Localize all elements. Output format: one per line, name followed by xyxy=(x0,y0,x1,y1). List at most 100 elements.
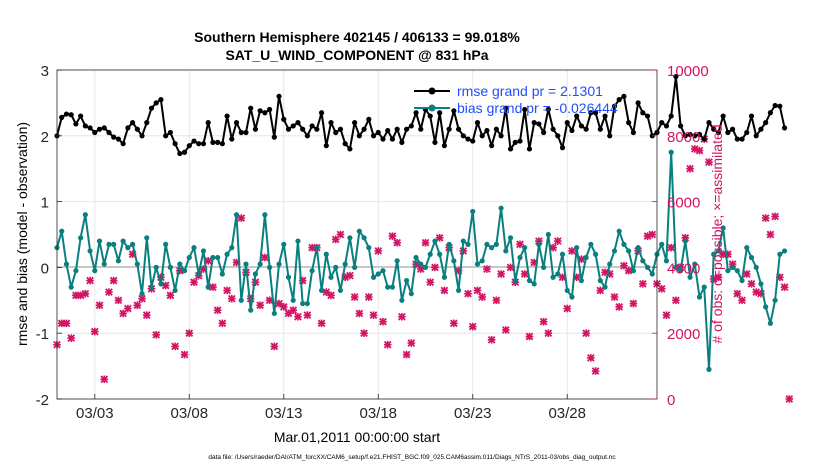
bias-point xyxy=(82,212,88,218)
chart-title: Southern Hemisphere 402145 / 406133 = 99… xyxy=(194,29,520,45)
legend: rmse grand pr = 2.1301 bias grand pr = -… xyxy=(414,83,618,116)
bias-point xyxy=(611,248,618,254)
rmse-point xyxy=(323,143,329,149)
assimilated-point xyxy=(256,301,264,310)
rmse-point xyxy=(290,123,296,129)
bias-point xyxy=(96,238,103,244)
assimilated-point xyxy=(431,263,439,272)
rmse-point xyxy=(588,110,594,116)
assimilated-point xyxy=(166,291,175,300)
rmse-point xyxy=(559,145,566,151)
rmse-point xyxy=(640,110,646,116)
rmse-point xyxy=(399,139,405,145)
x-axis-label: Mar.01,2011 00:00:00 start xyxy=(274,429,440,445)
assimilated-point xyxy=(440,286,449,295)
assimilated-point xyxy=(667,243,676,252)
rmse-point xyxy=(276,93,282,99)
bias-point xyxy=(720,225,726,231)
assimilated-point xyxy=(638,280,647,288)
bias-point xyxy=(559,251,566,257)
rmse-point xyxy=(555,133,561,139)
rmse-point xyxy=(200,141,207,147)
rmse-point xyxy=(763,120,769,126)
bias-point xyxy=(772,297,778,303)
assimilated-point xyxy=(421,238,430,247)
bias-point xyxy=(134,261,140,267)
rmse-point xyxy=(592,110,599,116)
bias-point xyxy=(692,261,698,267)
rmse-point xyxy=(134,126,140,132)
assimilated-point xyxy=(629,299,638,308)
bias-point xyxy=(285,274,292,280)
rmse-point xyxy=(772,102,778,109)
rmse-point xyxy=(356,133,362,139)
bias-point xyxy=(120,238,126,244)
legend-label-bias: bias grand pr = -0.026444 xyxy=(457,100,618,116)
rmse-point xyxy=(370,133,377,139)
bias-point xyxy=(347,235,353,241)
bias-point xyxy=(687,274,693,280)
rmse-point xyxy=(361,126,367,132)
bias-point xyxy=(243,261,249,267)
rmse-point xyxy=(413,110,419,116)
assimilated-point xyxy=(738,296,746,305)
assimilated-point xyxy=(742,270,751,278)
right-tick-label: 8000 xyxy=(667,129,700,146)
bias-point xyxy=(262,212,268,218)
rmse-point xyxy=(465,136,471,142)
bias-point xyxy=(550,274,556,280)
bias-point xyxy=(106,241,112,247)
bias-point xyxy=(545,231,551,238)
assimilated-point xyxy=(450,319,458,328)
footer-data-file: data file: /Users/raeder/DAI/ATM_forcXX/… xyxy=(208,454,616,461)
bias-point xyxy=(78,235,84,241)
rmse-point xyxy=(673,73,679,80)
rmse-point xyxy=(517,138,523,144)
bias-point xyxy=(129,241,136,247)
rmse-point xyxy=(389,136,396,142)
bias-point xyxy=(366,245,372,251)
rmse-point xyxy=(125,125,131,131)
bias-point xyxy=(200,248,207,254)
legend-marker-rmse xyxy=(428,87,436,95)
bias-point xyxy=(163,241,169,247)
rmse-point xyxy=(78,113,84,119)
rmse-point xyxy=(238,129,244,136)
rmse-point xyxy=(186,143,192,149)
assimilated-point xyxy=(355,309,364,318)
bias-point xyxy=(172,287,178,294)
rmse-point xyxy=(366,116,372,122)
rmse-point xyxy=(583,126,589,132)
bias-point xyxy=(290,297,296,303)
rmse-point xyxy=(281,116,287,122)
bias-point xyxy=(394,258,400,264)
rmse-point xyxy=(144,120,150,126)
right-tick-label: 0 xyxy=(667,392,675,409)
bias-point xyxy=(418,261,424,267)
rmse-point xyxy=(96,126,103,132)
rmse-point xyxy=(248,105,254,111)
bias-point xyxy=(758,281,764,287)
rmse-point xyxy=(404,126,410,132)
rmse-point xyxy=(767,110,773,116)
assimilated-point xyxy=(142,311,151,319)
rmse-point xyxy=(644,113,651,119)
bias-point xyxy=(432,238,438,244)
bias-point xyxy=(763,304,769,310)
assimilated-point xyxy=(393,238,401,247)
bias-point xyxy=(59,228,65,234)
rmse-point xyxy=(597,126,603,132)
rmse-point xyxy=(172,141,178,147)
rmse-point xyxy=(503,105,509,111)
assimilated-point xyxy=(686,164,694,173)
rmse-point xyxy=(630,129,636,136)
rmse-point xyxy=(626,120,632,126)
rmse-point xyxy=(333,129,339,136)
bias-point xyxy=(276,261,282,267)
assimilated-point xyxy=(227,294,236,303)
rmse-point xyxy=(68,112,74,118)
assimilated-point xyxy=(468,322,477,331)
assimilated-point xyxy=(596,286,605,295)
bias-point xyxy=(300,300,306,307)
